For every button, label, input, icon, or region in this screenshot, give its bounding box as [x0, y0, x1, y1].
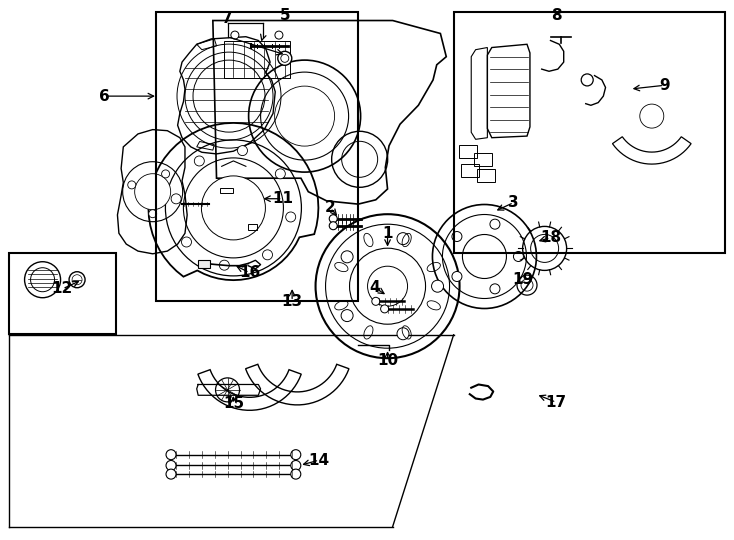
Circle shape	[219, 260, 229, 270]
Text: 18: 18	[540, 230, 561, 245]
Circle shape	[181, 237, 192, 247]
Text: 10: 10	[377, 353, 398, 368]
Text: 13: 13	[282, 294, 302, 309]
Circle shape	[166, 469, 176, 479]
Circle shape	[452, 232, 462, 241]
Circle shape	[291, 461, 301, 470]
Circle shape	[514, 252, 523, 261]
Text: 1: 1	[382, 226, 393, 241]
Circle shape	[291, 450, 301, 460]
Text: 4: 4	[369, 280, 379, 295]
Circle shape	[263, 250, 272, 260]
Circle shape	[397, 328, 409, 340]
Text: 16: 16	[239, 265, 260, 280]
Circle shape	[432, 280, 443, 292]
Circle shape	[490, 284, 500, 294]
Circle shape	[452, 272, 462, 281]
Text: 5: 5	[280, 8, 290, 23]
Polygon shape	[198, 260, 210, 268]
Text: 19: 19	[512, 272, 533, 287]
Circle shape	[341, 309, 353, 322]
Bar	[156, 12, 358, 301]
Circle shape	[149, 210, 156, 218]
Circle shape	[195, 156, 204, 166]
Text: 8: 8	[551, 8, 562, 23]
Circle shape	[69, 272, 85, 288]
Circle shape	[134, 174, 171, 210]
Circle shape	[397, 233, 409, 245]
Text: 9: 9	[659, 78, 669, 93]
Text: 12: 12	[52, 281, 73, 296]
Text: 3: 3	[509, 195, 519, 210]
Circle shape	[381, 305, 388, 313]
Bar	[454, 12, 725, 253]
Text: 15: 15	[223, 396, 244, 411]
Circle shape	[341, 251, 353, 263]
Circle shape	[330, 215, 337, 222]
Circle shape	[161, 170, 170, 178]
Circle shape	[291, 469, 301, 479]
Text: 2: 2	[325, 200, 335, 215]
Circle shape	[581, 74, 593, 86]
Bar	[9, 253, 116, 334]
Circle shape	[490, 219, 500, 229]
Text: 11: 11	[272, 191, 293, 206]
Circle shape	[372, 298, 379, 305]
Circle shape	[238, 146, 247, 156]
Circle shape	[201, 176, 266, 240]
Text: 7: 7	[222, 11, 233, 26]
Circle shape	[275, 169, 286, 179]
Circle shape	[171, 194, 181, 204]
Circle shape	[286, 212, 296, 222]
Circle shape	[231, 31, 239, 39]
Circle shape	[166, 461, 176, 470]
Text: 6: 6	[99, 89, 109, 104]
Circle shape	[462, 234, 506, 279]
Circle shape	[330, 222, 337, 230]
Circle shape	[368, 266, 407, 306]
Circle shape	[128, 181, 136, 189]
Circle shape	[277, 51, 292, 65]
Text: 14: 14	[309, 453, 330, 468]
Text: 17: 17	[546, 395, 567, 410]
Circle shape	[275, 31, 283, 39]
Circle shape	[166, 450, 176, 460]
